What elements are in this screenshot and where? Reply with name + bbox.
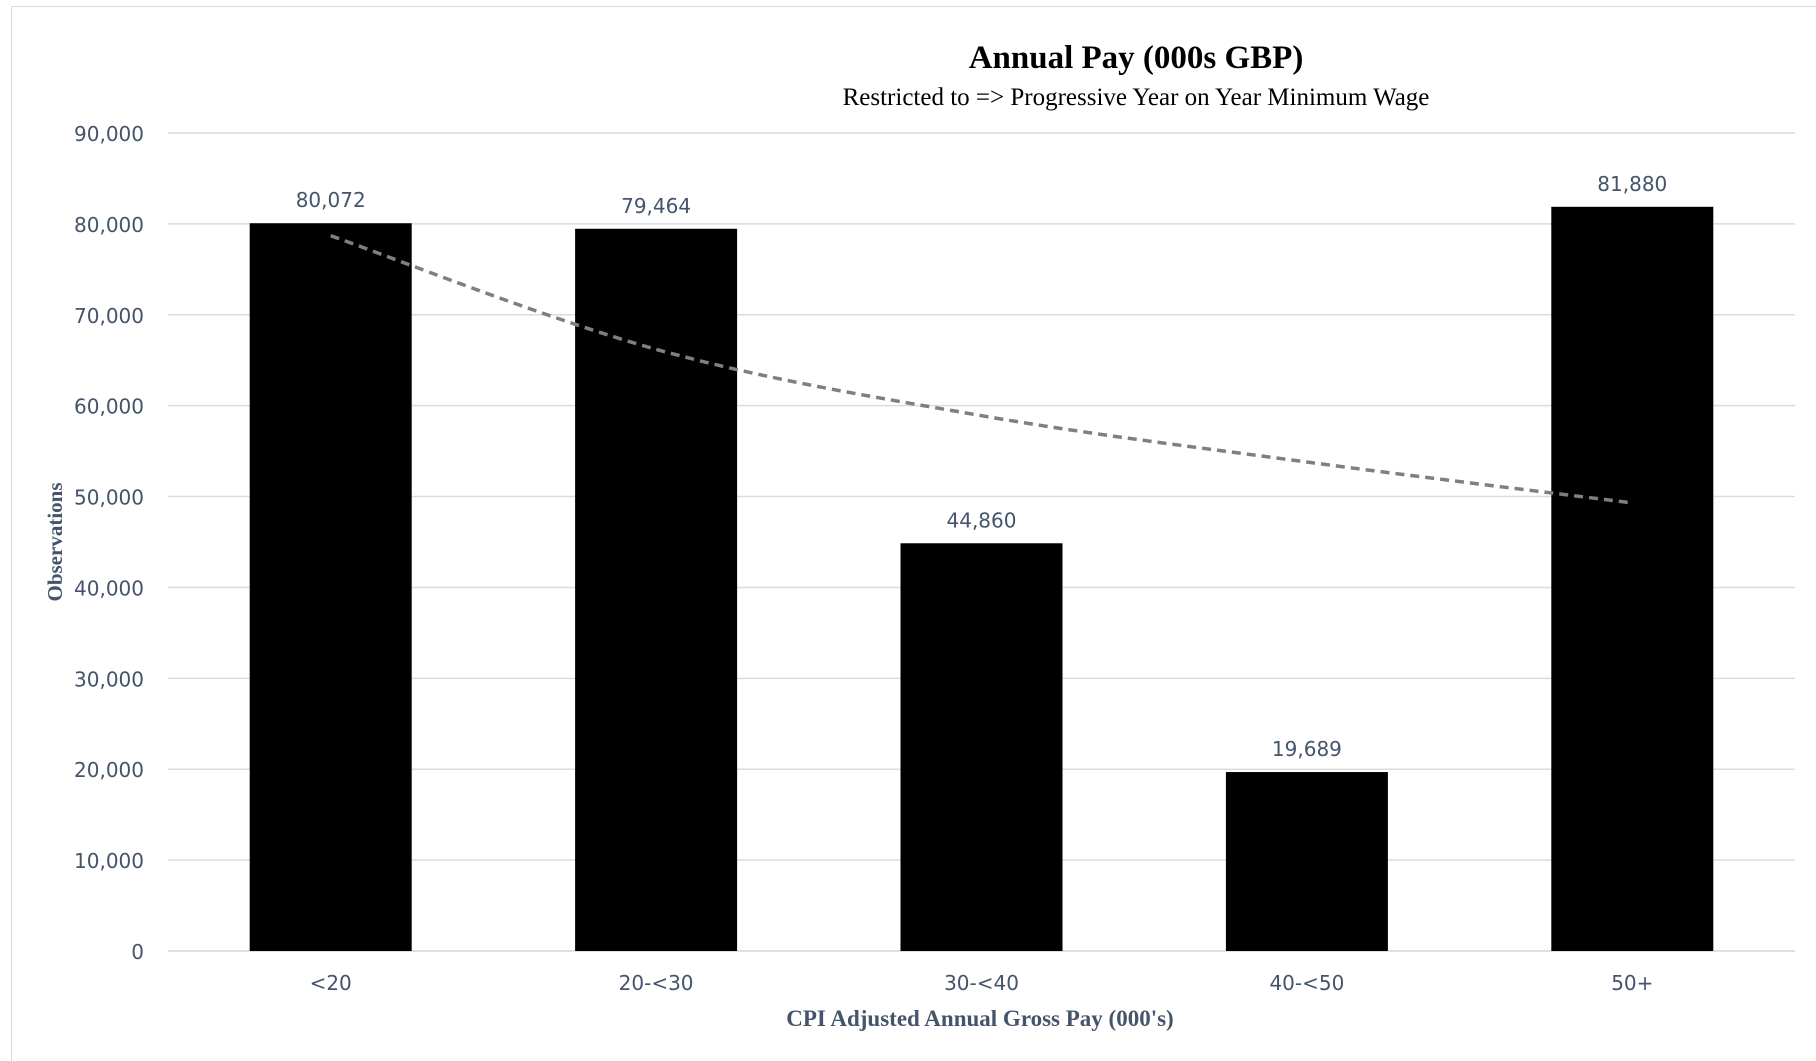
trendline-group — [330, 234, 1633, 505]
bar — [575, 228, 738, 952]
x-tick-label: 30-<40 — [944, 971, 1019, 995]
data-label: 81,880 — [1597, 172, 1667, 196]
x-tick-label: <20 — [310, 971, 352, 995]
y-axis-label: Observations — [43, 482, 67, 601]
trendline — [330, 234, 1633, 505]
bars — [249, 206, 1714, 952]
bar — [1225, 772, 1388, 951]
bar — [900, 543, 1063, 951]
x-tick-label: 50+ — [1611, 971, 1653, 995]
x-tick-label: 20-<30 — [619, 971, 694, 995]
x-axis-label: CPI Adjusted Annual Gross Pay (000's) — [786, 1006, 1173, 1031]
y-tick-label: 20,000 — [74, 758, 144, 782]
y-tick-label: 50,000 — [74, 486, 144, 510]
y-tick-label: 40,000 — [74, 576, 144, 600]
data-labels: 80,072 79,464 44,860 19,689 81,880 — [296, 172, 1668, 761]
data-label: 80,072 — [296, 188, 366, 212]
y-tick-label: 80,000 — [74, 213, 144, 237]
y-axis-tick-labels: 0 10,000 20,000 30,000 40,000 50,000 60,000 70,… — [74, 122, 144, 964]
y-tick-label: 90,000 — [74, 122, 144, 146]
bar — [1551, 206, 1714, 952]
bar — [249, 223, 412, 951]
data-label: 44,860 — [947, 508, 1017, 532]
y-tick-label: 0 — [131, 940, 144, 964]
y-tick-label: 60,000 — [74, 395, 144, 419]
chart-title: Annual Pay (000s GBP) — [969, 40, 1304, 76]
y-tick-label: 10,000 — [74, 849, 144, 873]
y-tick-label: 70,000 — [74, 304, 144, 328]
y-tick-label: 30,000 — [74, 667, 144, 691]
x-axis-tick-labels: <20 20-<30 30-<40 40-<50 50+ — [310, 971, 1654, 995]
data-label: 19,689 — [1272, 737, 1342, 761]
data-label: 79,464 — [621, 194, 691, 218]
x-tick-label: 40-<50 — [1269, 971, 1344, 995]
chart-subtitle: Restricted to => Progressive Year on Yea… — [843, 84, 1430, 111]
